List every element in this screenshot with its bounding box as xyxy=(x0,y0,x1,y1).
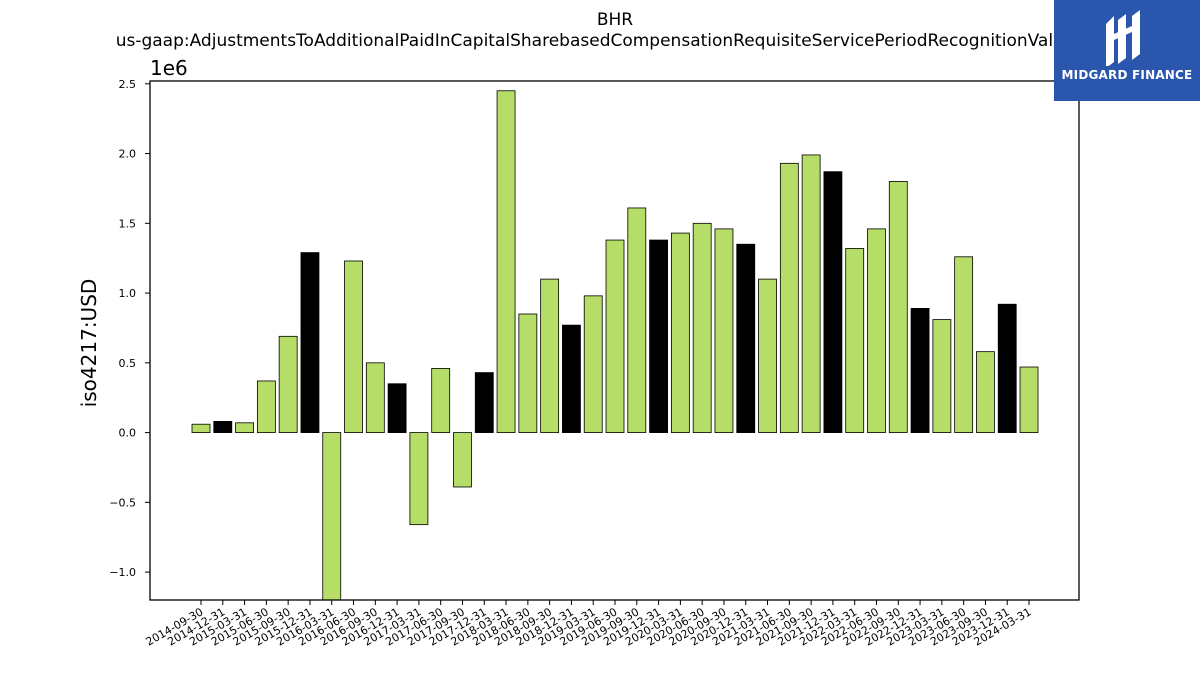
bar-2016-03-31 xyxy=(322,432,342,601)
bar-2015-03-31 xyxy=(235,422,254,433)
y-tick-label: −1.0 xyxy=(109,566,136,579)
bar-2019-12-31 xyxy=(649,239,668,433)
bar-2019-09-30 xyxy=(627,207,647,433)
bar-2021-06-30 xyxy=(779,162,799,433)
y-offset-label: 1e6 xyxy=(150,56,188,80)
bar-2015-12-31 xyxy=(300,252,320,433)
bar-2015-06-30 xyxy=(256,380,276,433)
bar-2019-03-31 xyxy=(583,295,603,433)
y-tick-label: 2.0 xyxy=(119,148,137,161)
bar-2016-09-30 xyxy=(365,362,385,433)
x-ticks-group: 2014-09-302014-12-312015-03-312015-06-30… xyxy=(144,600,1034,649)
y-tick-label: 0.5 xyxy=(119,357,137,370)
bar-2018-06-30 xyxy=(518,313,538,433)
bar-2024-03-31 xyxy=(1019,366,1039,433)
bar-2021-03-31 xyxy=(758,278,777,433)
bar-2022-03-31 xyxy=(845,248,865,433)
bar-2023-12-31 xyxy=(997,303,1017,433)
y-tick-label: 1.5 xyxy=(119,217,137,230)
bars-group xyxy=(191,90,1039,601)
midgard-finance-logo: MIDGARD FINANCE xyxy=(1054,0,1200,101)
bar-2017-06-30 xyxy=(431,367,451,433)
chart-title: BHR xyxy=(597,10,633,30)
y-tick-label: 0.0 xyxy=(119,427,137,440)
logo-text: MIDGARD FINANCE xyxy=(1061,68,1193,82)
bar-2022-09-30 xyxy=(888,181,908,433)
chart-subtitle: us-gaap:AdjustmentsToAdditionalPaidInCap… xyxy=(116,31,1075,51)
bar-2023-03-31 xyxy=(932,319,952,433)
bar-2020-06-30 xyxy=(692,222,712,433)
bar-2016-12-31 xyxy=(387,383,407,433)
bar-2019-06-30 xyxy=(605,239,625,433)
bar-2023-06-30 xyxy=(954,256,974,433)
y-tick-label: 1.0 xyxy=(119,287,137,300)
bar-2021-09-30 xyxy=(801,154,821,433)
y-tick-label: −0.5 xyxy=(109,496,136,509)
bar-2017-03-31 xyxy=(409,432,429,526)
y-axis-label: iso4217:USD xyxy=(77,279,101,408)
bar-2021-12-31 xyxy=(823,171,843,433)
bar-2020-12-31 xyxy=(736,243,756,433)
bar-2018-09-30 xyxy=(540,278,560,433)
y-ticks-group: −1.0 −0.5 0.0 0.5 1.0 1.5 2.0 2.5 xyxy=(109,78,150,579)
bar-2022-12-31 xyxy=(910,308,930,433)
bar-2016-06-30 xyxy=(344,260,363,433)
bar-2022-06-30 xyxy=(867,228,886,433)
bar-2023-09-30 xyxy=(976,351,995,433)
bar-2015-09-30 xyxy=(278,335,298,433)
midgard-logo-icon xyxy=(1106,10,1140,66)
bar-2017-09-30 xyxy=(453,432,472,488)
bar-2014-12-31 xyxy=(213,421,233,433)
bar-2018-12-31 xyxy=(562,324,581,433)
y-tick-label: 2.5 xyxy=(119,78,137,91)
bar-2020-09-30 xyxy=(714,228,734,433)
bar-2017-12-31 xyxy=(474,372,494,433)
bar-2014-09-30 xyxy=(191,423,211,433)
bar-2018-03-31 xyxy=(496,90,516,433)
bar-2020-03-31 xyxy=(670,232,690,433)
plot-frame xyxy=(149,80,1080,601)
